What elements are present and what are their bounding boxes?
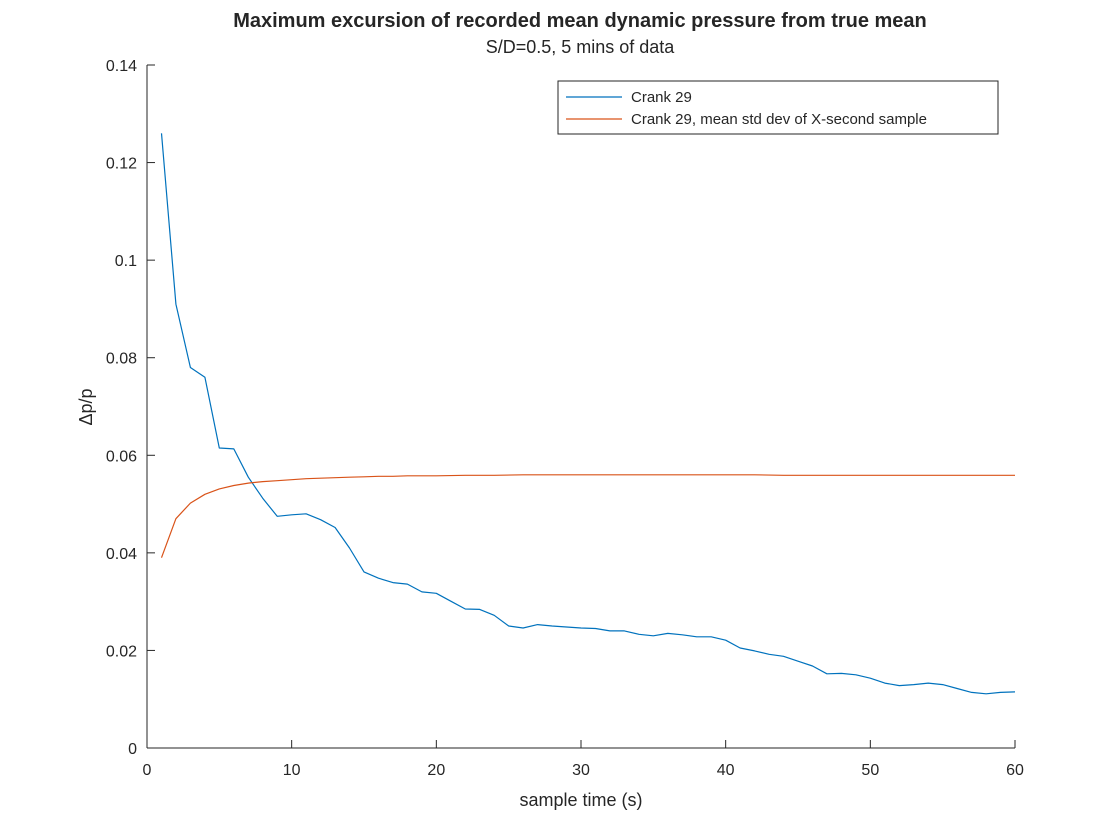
- y-tick-label: 0.14: [106, 58, 137, 75]
- chart-subtitle: S/D=0.5, 5 mins of data: [486, 37, 676, 57]
- y-tick-label: 0.08: [106, 351, 137, 368]
- x-axis: 0 10 20 30 40 50 60: [143, 740, 1024, 779]
- y-tick-label: 0.06: [106, 448, 137, 465]
- x-axis-label: sample time (s): [519, 790, 642, 810]
- y-axis-label: Δp/p: [76, 388, 96, 425]
- x-tick-label: 30: [572, 762, 590, 779]
- y-tick-label: 0.12: [106, 156, 137, 173]
- legend-box: [557, 80, 999, 135]
- series-lines: [160, 133, 1016, 695]
- chart-title: Maximum excursion of recorded mean dynam…: [233, 10, 927, 32]
- y-axis: 0 0.02 0.04 0.06 0.08 0.1 0.12 0.14: [106, 58, 155, 758]
- y-tick-label: 0.04: [106, 546, 137, 563]
- x-tick-label: 40: [717, 762, 735, 779]
- x-tick-label: 20: [427, 762, 445, 779]
- y-tick-label: 0: [128, 741, 137, 758]
- legend-label-2: Crank 29, mean std dev of X-second sampl…: [631, 111, 927, 128]
- legend: Crank 29 Crank 29, mean std dev of X-seco…: [557, 80, 999, 135]
- series-line-2: [160, 474, 1015, 558]
- x-tick-label: 10: [283, 762, 301, 779]
- series-line-1: [160, 133, 1016, 695]
- legend-label-1: Crank 29: [631, 89, 692, 106]
- x-tick-label: 0: [143, 762, 152, 779]
- x-tick-label: 50: [861, 762, 879, 779]
- x-tick-label: 60: [1006, 762, 1024, 779]
- y-tick-label: 0.1: [115, 253, 137, 270]
- y-tick-label: 0.02: [106, 643, 137, 660]
